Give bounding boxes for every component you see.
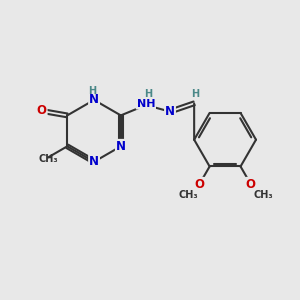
Text: N: N <box>89 155 99 168</box>
Text: H: H <box>88 85 97 95</box>
Text: N: N <box>165 105 175 118</box>
Text: N: N <box>89 93 99 106</box>
Text: H: H <box>144 89 152 99</box>
Text: N: N <box>116 140 126 153</box>
Text: O: O <box>194 178 204 191</box>
Text: O: O <box>37 103 47 117</box>
Text: CH₃: CH₃ <box>38 154 58 164</box>
Text: O: O <box>246 178 256 191</box>
Text: CH₃: CH₃ <box>254 190 273 200</box>
Text: NH: NH <box>136 99 155 109</box>
Text: CH₃: CH₃ <box>178 190 198 200</box>
Text: H: H <box>192 88 200 99</box>
